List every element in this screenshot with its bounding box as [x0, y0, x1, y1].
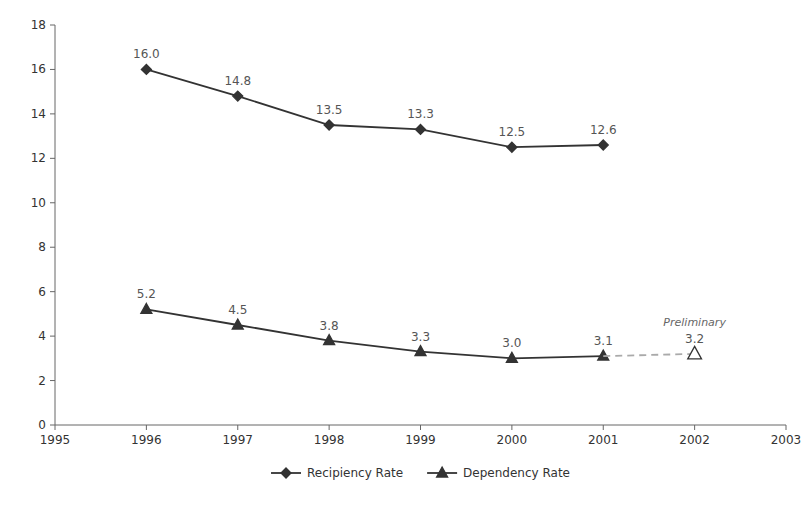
- y-tick: [50, 113, 55, 114]
- x-tick-label: 1996: [131, 433, 162, 447]
- data-label: 13.5: [316, 103, 343, 117]
- series-marker: [141, 64, 151, 74]
- series: [603, 354, 694, 356]
- series-line: [603, 354, 694, 356]
- y-tick-label: 0: [38, 418, 46, 432]
- x-tick: [694, 425, 695, 430]
- legend: Recipiency Rate Dependency Rate: [271, 466, 570, 480]
- data-label: 3.0: [502, 336, 521, 350]
- series-marker: [507, 142, 517, 152]
- y-tick-label: 2: [38, 374, 46, 388]
- data-label: 3.8: [320, 319, 339, 333]
- series-marker: [598, 140, 608, 150]
- series: [141, 64, 608, 152]
- axes: 1995 1996 1997 1998 1999 2000 2001 2002 2003 0 2 4 6…: [31, 18, 802, 447]
- y-tick-label: 6: [38, 285, 46, 299]
- series-marker: [141, 303, 152, 313]
- series-line: [146, 309, 603, 358]
- x-tick: [329, 425, 330, 430]
- data-label: 13.3: [407, 107, 434, 121]
- series-marker: [233, 91, 243, 101]
- data-label: 12.6: [590, 123, 617, 137]
- legend-marker: [437, 467, 448, 477]
- chart: 1995 1996 1997 1998 1999 2000 2001 2002 2003 0 2 4 6…: [0, 0, 811, 505]
- y-tick-label: 10: [31, 196, 46, 210]
- data-label: 14.8: [224, 74, 251, 88]
- y-tick-label: 4: [38, 329, 46, 343]
- x-tick-label: 1995: [40, 433, 71, 447]
- x-tick: [237, 425, 238, 430]
- y-tick: [50, 69, 55, 70]
- series: [688, 346, 702, 359]
- x-tick: [511, 425, 512, 430]
- x-tick-label: 2000: [497, 433, 528, 447]
- data-label: 16.0: [133, 47, 160, 61]
- y-tick: [50, 202, 55, 203]
- data-labels: 16.0 14.8 13.5 13.3 12.5 12.6 5.2 4.5 3.8 3.3 3.0 3…: [133, 47, 704, 350]
- series-marker: [688, 346, 702, 359]
- y-tick: [50, 25, 55, 26]
- x-tick-label: 2002: [679, 433, 710, 447]
- series-marker: [506, 352, 517, 362]
- x-tick-label: 1999: [405, 433, 436, 447]
- series-marker: [415, 346, 426, 356]
- legend-label: Dependency Rate: [463, 466, 570, 480]
- x-tick: [55, 425, 56, 430]
- y-tick: [50, 336, 55, 337]
- x-tick-label: 2001: [588, 433, 619, 447]
- legend-label: Recipiency Rate: [307, 466, 403, 480]
- data-label: 3.2: [685, 332, 704, 346]
- data-label: 3.1: [594, 334, 613, 348]
- y-tick: [50, 291, 55, 292]
- data-label: 5.2: [137, 287, 156, 301]
- legend-entry: Recipiency Rate: [271, 466, 403, 480]
- y-tick-label: 18: [31, 18, 46, 32]
- legend-entry: Dependency Rate: [427, 466, 570, 480]
- x-tick: [786, 425, 787, 430]
- series-marker: [416, 124, 426, 134]
- y-tick: [50, 247, 55, 248]
- x-tick-label: 1998: [314, 433, 345, 447]
- y-tick-label: 16: [31, 62, 46, 76]
- y-axis-line: [55, 25, 56, 425]
- x-tick-label: 1997: [222, 433, 253, 447]
- y-tick: [50, 425, 55, 426]
- x-tick: [603, 425, 604, 430]
- y-tick: [50, 380, 55, 381]
- x-tick: [146, 425, 147, 430]
- plot-area: [141, 64, 702, 362]
- data-label: 4.5: [228, 303, 247, 317]
- y-tick: [50, 158, 55, 159]
- y-tick-label: 8: [38, 240, 46, 254]
- data-label: 12.5: [499, 125, 526, 139]
- series: [141, 303, 609, 362]
- series-marker: [324, 335, 335, 345]
- series-marker: [324, 120, 334, 130]
- annotation: Preliminary: [663, 316, 726, 329]
- series-marker: [232, 319, 243, 329]
- x-tick-label: 2003: [771, 433, 802, 447]
- y-tick-label: 12: [31, 151, 46, 165]
- y-tick-label: 14: [31, 107, 46, 121]
- series-line: [146, 69, 603, 147]
- data-label: 3.3: [411, 330, 430, 344]
- legend-marker: [281, 468, 291, 478]
- series-marker: [598, 350, 609, 360]
- x-tick: [420, 425, 421, 430]
